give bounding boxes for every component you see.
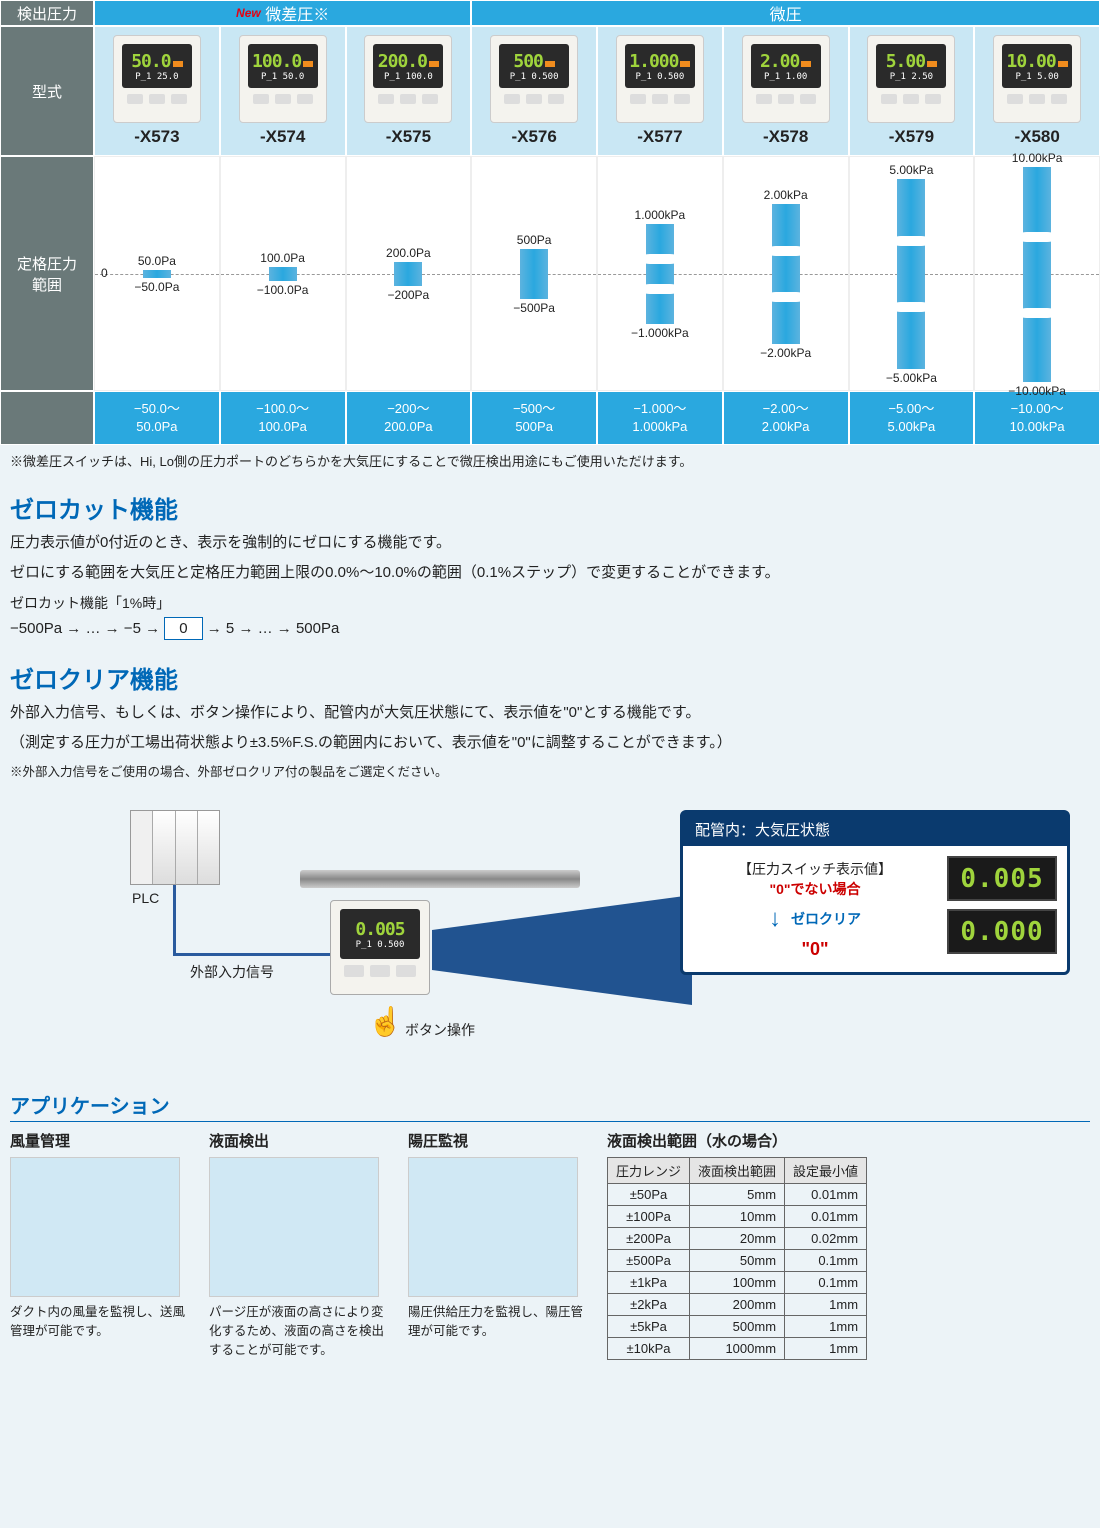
apps-title: アプリケーション: [10, 1090, 1090, 1122]
table-row: ±1kPa100mm0.1mm: [608, 1272, 867, 1294]
range-cell: 100.0Pa −100.0Pa: [220, 156, 346, 391]
zero-cut-title: ゼロカット機能: [10, 490, 1090, 525]
model-cell: 100.0P_1 50.0 -X574: [220, 26, 346, 156]
range-cell: 1.000kPa −1.000kPa: [597, 156, 723, 391]
model-cell: 2.00P_1 1.00 -X578: [723, 26, 849, 156]
range-text: −50.0～50.0Pa: [94, 391, 220, 445]
detection-table: 圧力レンジ液面検出範囲設定最小値 ±50Pa5mm0.01mm±100Pa10m…: [607, 1157, 867, 1360]
model-cell: 5.00P_1 2.50 -X579: [849, 26, 975, 156]
zero-cut-example: ゼロカット機能「1%時」 −500Pa → … → −5 → 0 → 5 → ……: [10, 593, 1090, 640]
th-micro: 微圧: [471, 0, 1100, 26]
app-col: 風量管理 ダクト内の風量を監視し、送風管理が可能です。: [10, 1130, 195, 1360]
model-label: -X580: [1014, 127, 1059, 147]
footnote: ※微差圧スイッチは、Hi, Lo側の圧力ポートのどちらかを大気圧にすることで微圧…: [10, 451, 1090, 470]
device-icon: 2.00P_1 1.00: [742, 35, 830, 123]
plc-label: PLC: [132, 890, 159, 906]
zero-clear-p1: 外部入力信号、もしくは、ボタン操作により、配管内が大気圧状態にて、表示値を"0"…: [10, 701, 1090, 725]
range-cell: 2.00kPa −2.00kPa: [723, 156, 849, 391]
app-image: [10, 1157, 180, 1297]
new-badge: New: [236, 6, 261, 20]
info-box: 配管内：大気圧状態 【圧力スイッチ表示値】 "0"でない場合 ↓ ゼロクリア "…: [680, 810, 1070, 975]
app-col: 陽圧監視 陽圧供給圧力を監視し、陽圧管理が可能です。: [408, 1130, 593, 1360]
device-icon: 1.000P_1 0.500: [616, 35, 704, 123]
model-label: -X578: [763, 127, 808, 147]
table-row: ±5kPa500mm1mm: [608, 1316, 867, 1338]
range-cell: 10.00kPa −10.00kPa: [974, 156, 1100, 391]
th-range: 定格圧力 範囲: [0, 156, 94, 391]
range-text: −5.00～5.00kPa: [849, 391, 975, 445]
zero-cut-p1: 圧力表示値が0付近のとき、表示を強制的にゼロにする機能です。: [10, 531, 1090, 555]
th-diff: New 微差圧※: [94, 0, 471, 26]
zero-clear-note: ※外部入力信号をご使用の場合、外部ゼロクリア付の製品をご選定ください。: [10, 761, 1090, 780]
table-row: ±100Pa10mm0.01mm: [608, 1206, 867, 1228]
device-icon: 500P_1 0.500: [490, 35, 578, 123]
th-detect: 検出圧力: [0, 0, 94, 26]
model-label: -X576: [511, 127, 556, 147]
range-text: −200～200.0Pa: [346, 391, 472, 445]
pipe-icon: [300, 870, 580, 888]
table-row: ±500Pa50mm0.1mm: [608, 1250, 867, 1272]
detection-table-col: 液面検出範囲（水の場合） 圧力レンジ液面検出範囲設定最小値 ±50Pa5mm0.…: [607, 1130, 867, 1360]
range-cell: 5.00kPa −5.00kPa: [849, 156, 975, 391]
model-cell: 1.000P_1 0.500 -X577: [597, 26, 723, 156]
model-cell: 10.00P_1 5.00 -X580: [974, 26, 1100, 156]
range-text: −10.00～10.00kPa: [974, 391, 1100, 445]
hand-icon: ☝: [368, 1005, 403, 1038]
device-icon: 100.0P_1 50.0: [239, 35, 327, 123]
range-text: −2.00～2.00kPa: [723, 391, 849, 445]
display-after: 0.000: [947, 909, 1057, 954]
display-before: 0.005: [947, 856, 1057, 901]
zero-clear-p2: （測定する圧力が工場出荷状態より±3.5%F.S.の範囲内において、表示値を"0…: [10, 731, 1090, 755]
app-image: [209, 1157, 379, 1297]
model-label: -X575: [386, 127, 431, 147]
model-cell: 500P_1 0.500 -X576: [471, 26, 597, 156]
zero-clear-diagram: PLC 外部入力信号 0.005P_1 0.500 ☝ ボタン操作 配管内：大気…: [10, 790, 1090, 1070]
device-icon: 200.0P_1 100.0: [364, 35, 452, 123]
signal-label: 外部入力信号: [190, 962, 274, 982]
table-row: ±200Pa20mm0.02mm: [608, 1228, 867, 1250]
range-cell: 200.0Pa −200Pa: [346, 156, 472, 391]
zero-cut-p2: ゼロにする範囲を大気圧と定格圧力範囲上限の0.0%～10.0%の範囲（0.1%ス…: [10, 561, 1090, 585]
table-row: ±2kPa200mm1mm: [608, 1294, 867, 1316]
button-op-label: ボタン操作: [405, 1020, 475, 1040]
range-cell: 0 50.0Pa −50.0Pa: [94, 156, 220, 391]
model-label: -X579: [889, 127, 934, 147]
app-image: [408, 1157, 578, 1297]
table-row: ±50Pa5mm0.01mm: [608, 1184, 867, 1206]
model-label: -X573: [134, 127, 179, 147]
arrow-down-icon: ↓: [769, 905, 781, 933]
device-icon: 5.00P_1 2.50: [867, 35, 955, 123]
sensor-icon: 0.005P_1 0.500: [330, 900, 430, 995]
device-icon: 50.0P_1 25.0: [113, 35, 201, 123]
th-model: 型式: [0, 26, 94, 156]
apps-row: 風量管理 ダクト内の風量を監視し、送風管理が可能です。液面検出 パージ圧が液面の…: [0, 1130, 1100, 1380]
plc-icon: [130, 810, 220, 885]
table-row: ±10kPa1000mm1mm: [608, 1338, 867, 1360]
model-cell: 50.0P_1 25.0 -X573: [94, 26, 220, 156]
range-text: −1.000～1.000kPa: [597, 391, 723, 445]
range-cell: 500Pa −500Pa: [471, 156, 597, 391]
range-text: −500～500Pa: [471, 391, 597, 445]
app-col: 液面検出 パージ圧が液面の高さにより変化するため、液面の高さを検出することが可能…: [209, 1130, 394, 1360]
model-cell: 200.0P_1 100.0 -X575: [346, 26, 472, 156]
model-label: -X574: [260, 127, 305, 147]
zero-clear-title: ゼロクリア機能: [10, 660, 1090, 695]
device-icon: 10.00P_1 5.00: [993, 35, 1081, 123]
info-box-title: 配管内：大気圧状態: [683, 813, 1067, 846]
spec-table: 検出圧力 New 微差圧※ 微圧 型式 50.0P_1 25.0 -X573 1…: [0, 0, 1100, 445]
range-text: −100.0～100.0Pa: [220, 391, 346, 445]
model-label: -X577: [637, 127, 682, 147]
